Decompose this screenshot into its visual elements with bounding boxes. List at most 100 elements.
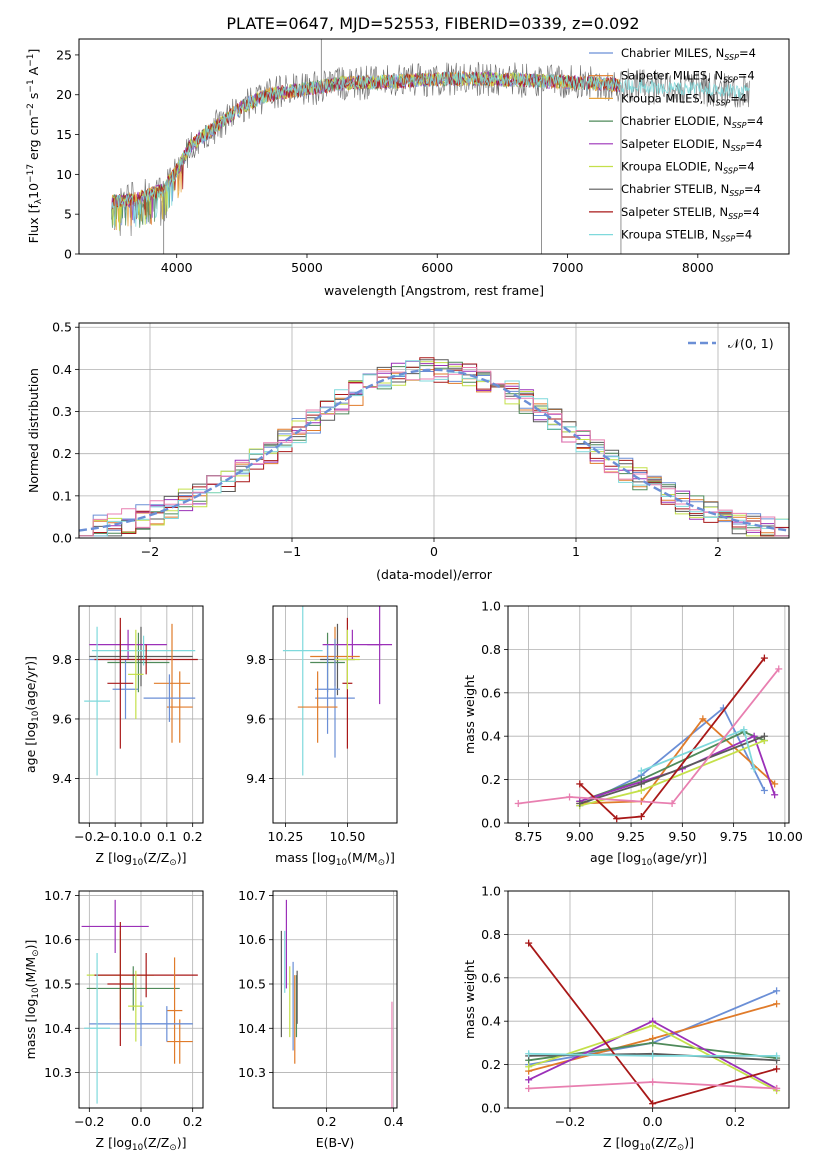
legend-sub: SSP	[723, 167, 738, 176]
x-tick-label: 0.0	[643, 1114, 663, 1129]
legend-sub: SSP	[732, 121, 747, 130]
errorbars	[282, 606, 393, 776]
y-tick-label: 9.6	[246, 711, 266, 726]
y-tick-label: 0.3	[52, 404, 72, 419]
label-part: ⊙	[378, 858, 385, 868]
chart-layer: 4000 5000 6000 7000 80000510152025wavelength…	[23, 38, 803, 1153]
label-part: Z [log	[96, 850, 132, 865]
legend-sub: SSP	[716, 98, 731, 107]
y-tick-label: 10.3	[44, 1065, 72, 1080]
x-tick-label: 9.00	[566, 829, 594, 844]
legend-name: Chabrier ELODIE, N	[621, 114, 732, 128]
label-part: −2	[26, 103, 36, 116]
legend-entry: Chabrier STELIB, NSSP=4	[621, 182, 761, 198]
y-tick-label: 9.6	[52, 711, 72, 726]
x-tick-label: 0.1	[157, 829, 177, 844]
histogram-step	[79, 357, 789, 537]
x-tick-label: 0.2	[183, 829, 203, 844]
label-part: erg cm	[26, 116, 41, 164]
label-part: age [log	[590, 850, 641, 865]
panel-residuals: −2 −1 0 1 2 0.0 0.1 0.2 0.3 0.4 0.5 (data-model)/er…	[26, 320, 790, 582]
y-tick-label: 5	[64, 207, 72, 222]
legend-sub: SSP	[723, 76, 738, 85]
axes-frame	[272, 605, 398, 824]
weight-series	[579, 734, 776, 803]
panel-z-mass: −0.2 0.0 0.210.310.410.510.610.7Z [log10(Z…	[23, 888, 204, 1153]
y-tick-label: 0.4	[481, 729, 501, 744]
legend-name: Salpeter STELIB, N	[621, 205, 728, 219]
x-tick-label: 10.25	[268, 829, 304, 844]
legend-name: Salpeter ELODIE, N	[621, 137, 731, 151]
y-tick-label: 9.8	[52, 652, 72, 667]
y-tick-label: 0.8	[481, 642, 501, 657]
legend-val: =4	[739, 46, 756, 60]
label-part: ⊙	[31, 949, 41, 956]
weight-series	[518, 668, 780, 805]
panel-z-weight: −0.2 0.0 0.2 0.0 0.2 0.4 0.6 0.8 1.0 Z [log10(Z/Z…	[462, 884, 790, 1153]
histogram-step	[79, 367, 789, 537]
y-tick-label: 0.4	[52, 362, 72, 377]
label-part: ⊙	[677, 1143, 684, 1153]
label-part: )]	[385, 850, 395, 865]
x-tick-label: −2	[141, 544, 159, 559]
y-tick-label: 10.7	[238, 888, 266, 903]
y-tick-label: 1.0	[481, 884, 501, 899]
label-part: (Z/Z	[143, 1135, 169, 1150]
x-tick-label: 8000	[682, 260, 714, 275]
x-tick-label: 6000	[421, 260, 453, 275]
y-tick-label: 10.3	[238, 1065, 266, 1080]
y-axis-label: mass [log10(M/M⊙)]	[23, 940, 41, 1060]
x-tick-label: 1	[572, 544, 580, 559]
panel-age-weight: 8.75 9.00 9.25 9.50 9.75 10.00 0.0 0.2 0.4 0.6 0.8…	[462, 599, 803, 869]
legend-entry: Chabrier MILES, NSSP=4	[621, 46, 756, 62]
y-axis-label: mass weight	[462, 675, 477, 754]
spectrum-line-kroupa-stelib	[111, 70, 750, 229]
axes-frame	[78, 605, 204, 824]
axes-frame	[78, 890, 204, 1109]
label-part: (age/yr)]	[23, 656, 38, 711]
x-axis-label: age [log10(age/yr)]	[590, 850, 707, 868]
label-part: Flux [f	[26, 204, 41, 244]
x-axis-label: Z [log10(Z/Z⊙)]	[96, 1135, 187, 1153]
x-axis-label: wavelength [Angstrom, rest frame]	[324, 283, 544, 298]
panel-z-age: −0.2−0.1 0.0 0.1 0.29.49.69.8Z [log10(Z/Z⊙)…	[23, 605, 204, 868]
legend-entry: Kroupa MILES, NSSP=4	[621, 91, 747, 107]
figure-title: PLATE=0647, MJD=52553, FIBERID=0339, z=0…	[226, 14, 639, 33]
y-tick-label: 0.2	[481, 772, 501, 787]
legend-val: =4	[744, 182, 761, 196]
x-tick-label: 0	[430, 544, 438, 559]
label-part: ⊙	[169, 858, 176, 868]
label-part: )]	[177, 850, 187, 865]
x-tick-label: 9.50	[668, 829, 696, 844]
x-tick-label: 0.0	[131, 829, 151, 844]
y-tick-label: 9.4	[246, 771, 266, 786]
y-tick-label: 9.4	[52, 771, 72, 786]
legend-entry: Chabrier ELODIE, NSSP=4	[621, 114, 763, 130]
y-tick-label: 0.6	[481, 970, 501, 985]
legend-name: Chabrier STELIB, N	[621, 182, 729, 196]
x-tick-label: 0.2	[725, 1114, 745, 1129]
legend-entry: Salpeter STELIB, NSSP=4	[621, 205, 760, 221]
y-tick-label: 20	[56, 87, 72, 102]
legend-sub: SSP	[729, 189, 744, 198]
y-tick-label: 0.5	[52, 320, 72, 335]
legend-val: =4	[745, 137, 762, 151]
label-part: Z [log	[603, 1135, 639, 1150]
x-tick-label: 5000	[291, 260, 323, 275]
x-tick-label: 0.4	[384, 1114, 404, 1129]
errorbars	[84, 617, 198, 776]
y-axis-label: age [log10(age/yr)]	[23, 656, 41, 773]
spectrum-line-kroupa-miles	[111, 72, 620, 231]
x-tick-label: −0.1	[100, 829, 130, 844]
label-part: age [log	[23, 722, 38, 773]
axes-frame	[272, 890, 398, 1109]
x-tick-label: 4000	[161, 260, 193, 275]
label-part: λ	[34, 198, 44, 204]
x-tick-label: 7000	[552, 260, 584, 275]
x-tick-label: 10.00	[767, 829, 803, 844]
histogram-step	[79, 361, 789, 537]
y-tick-label: 10.6	[44, 932, 72, 947]
legend-val: =4	[738, 160, 755, 174]
label-part: 10	[26, 183, 41, 199]
